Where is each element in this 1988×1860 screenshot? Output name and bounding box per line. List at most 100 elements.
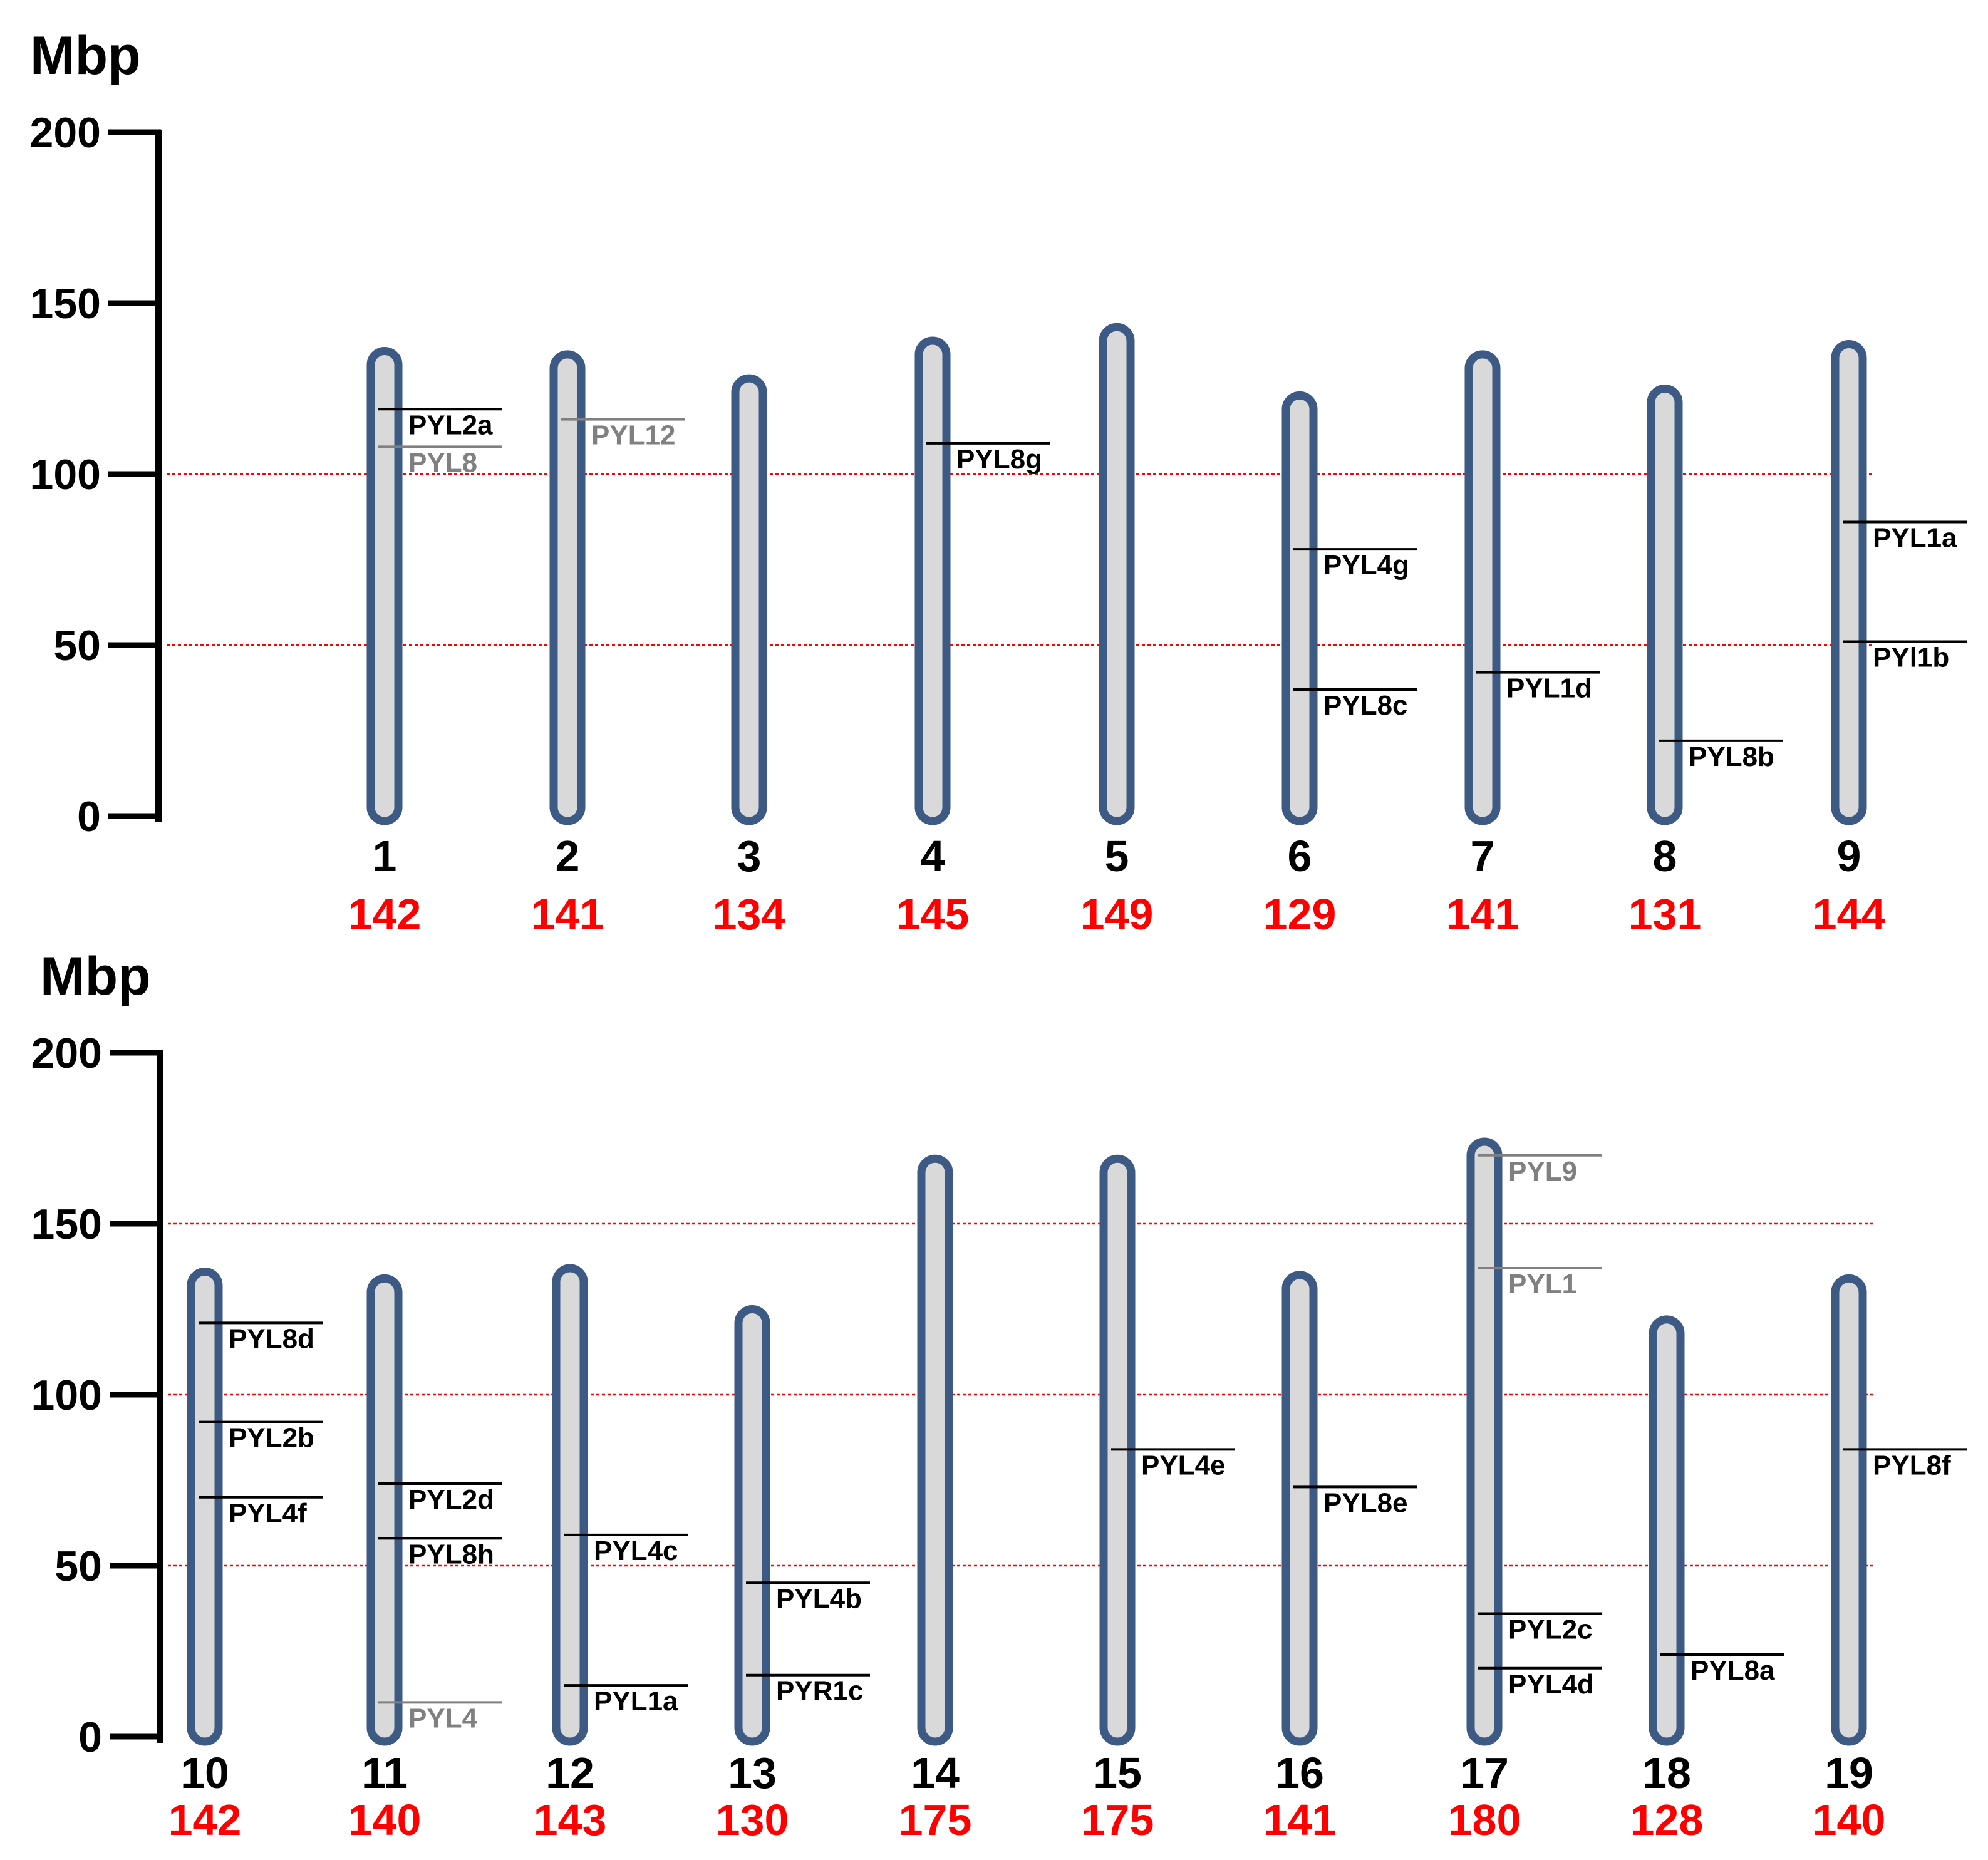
- chromosome-body: [1281, 391, 1318, 825]
- gene-label: PYL8d: [229, 1323, 314, 1354]
- chromosome-number: 13: [728, 1749, 777, 1797]
- chromosome-body: [366, 346, 403, 825]
- chromosome-body: [549, 350, 586, 825]
- chromosome-size: 141: [531, 890, 604, 939]
- chromosome-size: 134: [713, 890, 786, 939]
- chromosome-size: 141: [1446, 890, 1519, 939]
- gene-label: PYL4: [408, 1703, 478, 1733]
- chromosome-number: 10: [180, 1749, 229, 1797]
- axis-title: Mbp: [40, 946, 151, 1006]
- chromosome-body: [1466, 1137, 1503, 1746]
- chromosome-number: 19: [1825, 1749, 1873, 1797]
- chromosome-number: 12: [546, 1749, 594, 1797]
- y-tick-label: 200: [31, 1030, 102, 1077]
- chromosome-2: PYL12 2 141: [531, 350, 685, 939]
- chromosome-size: 149: [1080, 890, 1154, 939]
- y-tick-label: 200: [30, 109, 101, 157]
- chromosome-body: [1831, 340, 1867, 825]
- y-tick-label: 150: [30, 280, 101, 328]
- gene-label: PYL12: [591, 420, 676, 451]
- chromosome-size: 143: [534, 1795, 607, 1844]
- gene-label: PYL1a: [1873, 522, 1957, 553]
- gene-label: PYL8e: [1323, 1487, 1408, 1518]
- chromosome-size: 129: [1263, 890, 1337, 939]
- chromosome-number: 6: [1288, 832, 1312, 881]
- chromosome-number: 5: [1105, 832, 1129, 881]
- y-tick-label: 150: [31, 1201, 102, 1248]
- chromosome-6: PYL4g PYL8c 6 129: [1263, 391, 1417, 939]
- chromosome-8: PYL8b 8 131: [1628, 385, 1783, 939]
- chromosome-body: [914, 336, 951, 825]
- chromosome-size: 140: [1813, 1795, 1886, 1844]
- chromosome-size: 144: [1813, 890, 1886, 939]
- chromosome-size: 175: [899, 1795, 972, 1844]
- chromosome-size: 145: [896, 890, 970, 939]
- chromosome-7: PYL1d 7 141: [1446, 350, 1600, 939]
- chromosome-4: PYL8g 4 145: [896, 336, 1050, 939]
- chromosome-body: [1281, 1271, 1318, 1746]
- gene-label: PYL8g: [956, 444, 1042, 475]
- chromosome-1: PYL2a PYL8 1 142: [348, 346, 502, 939]
- y-tick-label: 50: [54, 1542, 102, 1590]
- gene-label: PYL1d: [1506, 673, 1592, 704]
- chromosome-9: PYL1a PYl1b 9 144: [1813, 340, 1967, 939]
- gene-label: PYL4g: [1323, 550, 1409, 581]
- gene-label: PYL4d: [1508, 1669, 1594, 1700]
- chromosome-body: [731, 374, 767, 825]
- chromosome-body: [917, 1154, 953, 1746]
- chromosome-number: 11: [361, 1749, 408, 1797]
- chromosome-number: 8: [1653, 832, 1677, 881]
- chromosome-body: [1831, 1274, 1867, 1746]
- chromosome-number: 1: [373, 832, 397, 881]
- chromosome-number: 3: [737, 832, 762, 881]
- gene-label: PYL4f: [229, 1498, 307, 1529]
- gene-label: PYL8: [408, 447, 477, 478]
- gene-label: PYL2c: [1508, 1614, 1593, 1645]
- chromosome-number: 18: [1642, 1749, 1691, 1797]
- gene-label: PYR1c: [776, 1676, 863, 1707]
- chromosome-body: [552, 1264, 588, 1746]
- chromosome-number: 17: [1460, 1749, 1509, 1797]
- chromosome-number: 9: [1837, 832, 1861, 881]
- chromosome-body: [366, 1274, 403, 1746]
- gene-label: PYL2b: [229, 1423, 314, 1454]
- gene-label: PYL9: [1508, 1156, 1577, 1187]
- chromosome-size: 142: [348, 890, 422, 939]
- gene-label: PYL2d: [408, 1484, 494, 1515]
- chromosome-size: 180: [1448, 1795, 1521, 1844]
- chromosome-number: 14: [911, 1749, 960, 1797]
- y-tick-label: 50: [53, 622, 101, 669]
- chromosome-number: 2: [556, 832, 580, 881]
- gene-label: PYL8b: [1689, 741, 1774, 772]
- chromosome-size: 142: [168, 1795, 242, 1844]
- gene-label: PYL8h: [408, 1539, 494, 1569]
- gene-label: PYL8f: [1873, 1450, 1951, 1480]
- chromosome-body: [1649, 1315, 1685, 1746]
- gene-label: PYL8c: [1323, 690, 1408, 721]
- chromosome-number: 7: [1471, 832, 1495, 881]
- chromosome-size: 175: [1081, 1795, 1154, 1844]
- gene-label: PYL2a: [408, 410, 493, 440]
- panel-top: Mbp 050100150200PYL2aPYL81142PYL12214131…: [30, 26, 1967, 939]
- chromosome-size: 130: [716, 1795, 789, 1844]
- chromosome-size: 131: [1628, 890, 1702, 939]
- chromosome-body: [734, 1305, 770, 1746]
- y-tick-label: 0: [78, 1713, 102, 1761]
- y-tick-label: 100: [30, 451, 101, 499]
- chromosome-body: [187, 1267, 223, 1746]
- gene-label: PYL8a: [1690, 1655, 1775, 1686]
- chromosome-body: [1099, 323, 1135, 825]
